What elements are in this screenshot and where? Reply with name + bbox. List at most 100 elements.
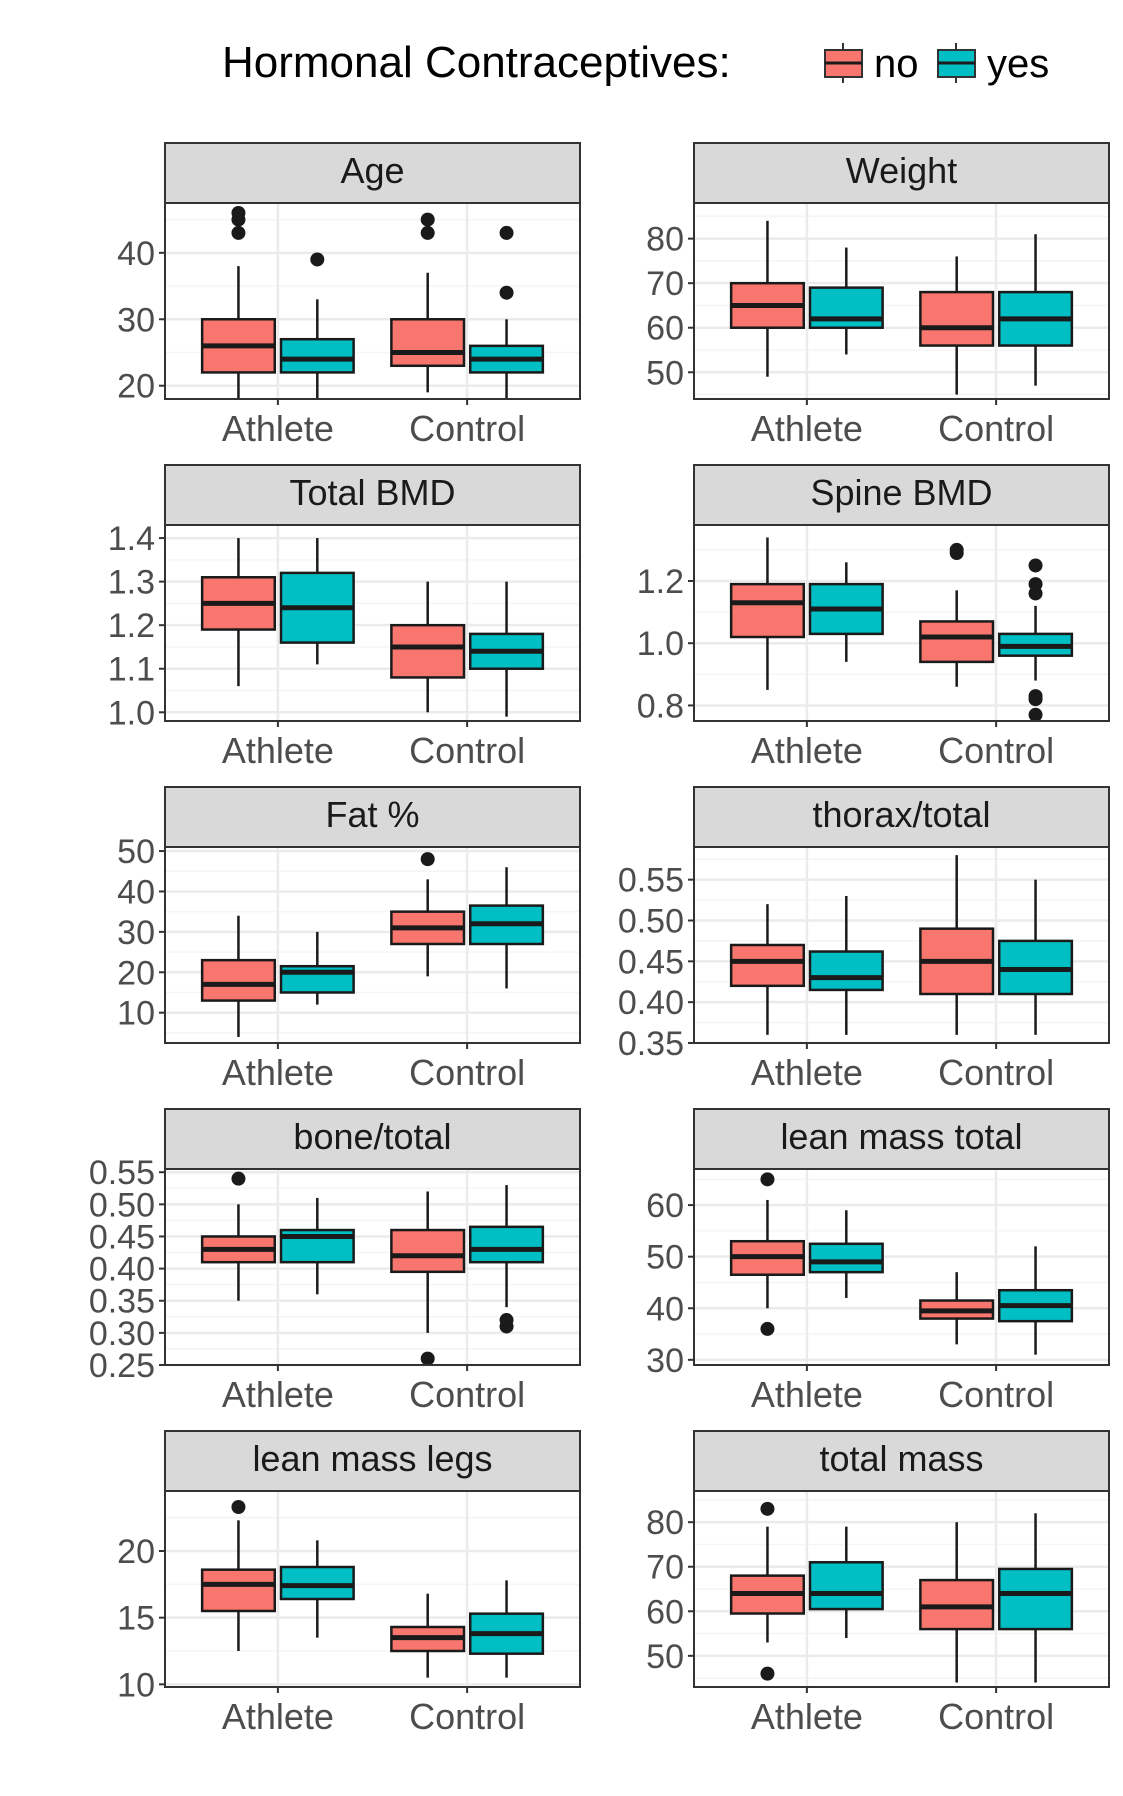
outlier-point: [1028, 577, 1043, 592]
facet-title: Total BMD: [289, 472, 455, 513]
x-tick-label: Athlete: [222, 730, 334, 771]
y-tick-label: 15: [117, 1600, 155, 1638]
box-yes-athlete: [808, 562, 884, 662]
y-tick-label: 10: [117, 1666, 155, 1704]
outlier-point: [231, 225, 246, 240]
box-yes-athlete: [279, 1540, 355, 1638]
facet-title: Fat %: [325, 794, 419, 835]
y-tick-label: 0.55: [89, 1154, 155, 1192]
y-tick-label: 0.35: [89, 1283, 155, 1321]
facet-strip: [693, 1430, 1110, 1492]
y-tick-label: 40: [117, 873, 155, 911]
y-tick-label: 1.1: [108, 651, 155, 689]
box-no-control: [390, 1593, 466, 1678]
box-no-athlete: [729, 904, 806, 1035]
facet-strip: [693, 1108, 1110, 1170]
box-no-control: [919, 855, 995, 1035]
y-tick-label: 20: [117, 954, 155, 992]
box-no-athlete: [200, 1171, 277, 1301]
x-tick-label: Athlete: [751, 1696, 863, 1737]
outlier-point: [760, 1172, 775, 1187]
box-body: [279, 1565, 355, 1601]
outlier-point: [231, 1171, 246, 1186]
x-tick-label: Athlete: [751, 1374, 863, 1415]
y-tick-label: 0.40: [618, 984, 684, 1022]
y-tick-label: 0.8: [637, 687, 684, 725]
y-tick-label: 1.2: [637, 563, 684, 601]
box-body: [808, 1561, 884, 1611]
box-no-athlete: [729, 1172, 806, 1336]
y-tick-label: 50: [117, 833, 155, 871]
outlier-point: [499, 1313, 514, 1328]
facet-strip: [164, 464, 581, 526]
legend-label-yes: yes: [987, 42, 1049, 86]
box-yes-control: [997, 234, 1074, 386]
box-body: [919, 290, 995, 347]
y-tick-label: 1.0: [108, 694, 155, 732]
facet-strip: [693, 786, 1110, 848]
box-yes-athlete: [279, 252, 355, 399]
box-yes-athlete: [279, 1197, 355, 1295]
y-tick-label: 60: [646, 1187, 684, 1225]
box-no-control: [919, 1272, 995, 1345]
box-yes-control: [997, 1513, 1074, 1683]
box-yes-athlete: [808, 1210, 884, 1298]
x-tick-label: Athlete: [222, 1374, 334, 1415]
facet-title: Age: [340, 150, 404, 191]
box-yes-control: [468, 1580, 545, 1678]
x-tick-label: Control: [938, 1374, 1054, 1415]
facet-strip: [693, 142, 1110, 204]
panel-border: [164, 1490, 581, 1688]
facet-panel-lean-mass-legs: lean mass legs 10 15 20 Athlete Control: [117, 1430, 581, 1737]
box-body: [390, 623, 466, 679]
outlier-point: [231, 205, 246, 220]
box-no-control: [390, 852, 466, 977]
box-yes-athlete: [279, 931, 355, 1005]
facet-title: bone/total: [293, 1116, 451, 1157]
outlier-point: [420, 852, 435, 867]
y-tick-label: 30: [646, 1342, 684, 1380]
box-no-athlete: [200, 915, 277, 1037]
outlier-point: [949, 542, 964, 557]
x-tick-label: Athlete: [751, 730, 863, 771]
y-tick-label: 1.3: [108, 564, 155, 602]
facet-title: lean mass legs: [252, 1438, 492, 1479]
box-yes-control: [997, 879, 1074, 1035]
facet-panel-age: Age 20 30 40 Athlete Control: [117, 142, 581, 449]
facet-panel-spine-bmd: Spine BMD 0.8 1.0 1.2 Athlete Control: [637, 464, 1110, 771]
box-body: [468, 1225, 545, 1264]
y-tick-label: 50: [646, 354, 684, 392]
facet-title: Weight: [846, 150, 957, 191]
box-yes-control: [468, 867, 545, 989]
box-no-athlete: [200, 205, 277, 399]
box-body: [279, 337, 355, 374]
y-tick-label: 0.25: [89, 1347, 155, 1385]
box-yes-athlete: [808, 1526, 884, 1638]
x-tick-label: Control: [409, 1696, 525, 1737]
panel-border: [693, 524, 1110, 722]
facet-strip: [164, 786, 581, 848]
facet-title: Spine BMD: [810, 472, 992, 513]
facet-title: lean mass total: [780, 1116, 1022, 1157]
y-tick-label: 0.50: [89, 1186, 155, 1224]
x-tick-label: Control: [409, 730, 525, 771]
box-no-athlete: [200, 538, 277, 687]
box-body: [808, 950, 884, 992]
legend-item-yes: yes: [937, 42, 1049, 86]
box-no-athlete: [729, 220, 806, 377]
x-tick-label: Control: [938, 730, 1054, 771]
outlier-point: [1028, 689, 1043, 704]
facet-strip: [164, 1430, 581, 1492]
outlier-point: [231, 1500, 246, 1514]
x-tick-label: Control: [938, 1696, 1054, 1737]
box-no-control: [390, 1191, 466, 1366]
outlier-point: [499, 225, 514, 240]
panel-border: [693, 846, 1110, 1044]
outlier-point: [760, 1501, 775, 1516]
plot-background: [165, 1169, 580, 1365]
y-tick-label: 1.4: [108, 520, 155, 558]
y-tick-label: 0.30: [89, 1315, 155, 1353]
legend: Hormonal Contraceptives: no yes: [222, 38, 1049, 87]
